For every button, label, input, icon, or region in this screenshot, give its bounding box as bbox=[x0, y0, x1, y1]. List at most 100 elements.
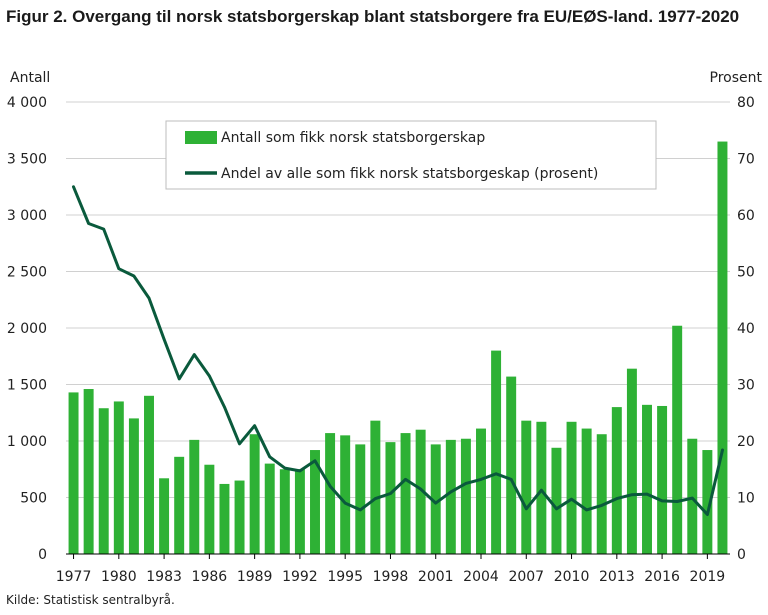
line-point-1982 bbox=[147, 296, 151, 300]
line-point-1981 bbox=[132, 274, 136, 278]
line-point-2015 bbox=[645, 492, 649, 496]
bar-1991 bbox=[279, 469, 290, 554]
line-point-1996 bbox=[359, 508, 362, 512]
y-right-tick-label: 40 bbox=[737, 321, 755, 337]
bar-1978 bbox=[83, 389, 94, 554]
bar-2004 bbox=[476, 428, 486, 554]
y-right-tick-label: 50 bbox=[737, 265, 755, 281]
x-tick-label: 1992 bbox=[282, 569, 318, 585]
bar-2009 bbox=[551, 447, 562, 554]
y-left-tick-label: 0 bbox=[38, 547, 47, 563]
y-right-tick-label: 20 bbox=[737, 434, 755, 450]
line-point-1994 bbox=[328, 485, 332, 488]
y-left-tick-label: 3 500 bbox=[7, 152, 47, 168]
line-point-1993 bbox=[313, 459, 317, 462]
x-tick-label: 1986 bbox=[192, 569, 228, 585]
line-series bbox=[72, 185, 724, 516]
bar-series bbox=[68, 141, 728, 555]
y-left-tick-label: 500 bbox=[20, 491, 47, 507]
y-right-tick-label: 0 bbox=[737, 547, 746, 563]
x-tick-label: 2007 bbox=[508, 569, 544, 585]
bar-2002 bbox=[445, 439, 456, 554]
line-point-1998 bbox=[389, 492, 392, 495]
bar-2008 bbox=[536, 421, 547, 554]
line-point-1985 bbox=[193, 353, 196, 356]
y-left-tick-label: 1 000 bbox=[7, 434, 47, 450]
bar-2016 bbox=[657, 405, 668, 554]
bar-1992 bbox=[294, 469, 305, 554]
line-point-1991 bbox=[283, 466, 287, 470]
line-point-1983 bbox=[162, 338, 166, 341]
legend: Antall som fikk norsk statsborgerskap An… bbox=[165, 120, 657, 190]
bar-2017 bbox=[672, 325, 683, 554]
x-tick-label: 1983 bbox=[146, 569, 182, 585]
line-point-1977 bbox=[72, 185, 75, 188]
line-point-2012 bbox=[600, 504, 603, 507]
line-point-2009 bbox=[555, 507, 558, 510]
line-point-2016 bbox=[660, 499, 664, 503]
line-point-1988 bbox=[238, 442, 241, 446]
legend-bar-swatch bbox=[185, 131, 217, 144]
line-point-1992 bbox=[298, 469, 302, 473]
y-left-tick-label: 4 000 bbox=[7, 95, 47, 111]
x-tick-label: 2001 bbox=[418, 569, 454, 585]
line-point-2006 bbox=[509, 478, 513, 481]
bar-1990 bbox=[264, 463, 275, 554]
bar-1984 bbox=[174, 456, 185, 554]
line-point-1986 bbox=[208, 374, 211, 378]
line-point-1987 bbox=[223, 405, 226, 409]
line-point-1990 bbox=[268, 455, 271, 459]
line-point-2003 bbox=[464, 482, 468, 485]
line-point-2014 bbox=[630, 493, 634, 496]
x-tick-label: 2004 bbox=[463, 569, 499, 585]
line-point-2019 bbox=[706, 513, 709, 516]
bar-2007 bbox=[521, 420, 532, 554]
bar-1998 bbox=[385, 442, 396, 554]
bar-2015 bbox=[642, 404, 652, 554]
line-point-1999 bbox=[404, 478, 407, 481]
bar-2013 bbox=[611, 407, 622, 554]
y-left-axis-label: Antall bbox=[10, 70, 50, 86]
bar-1988 bbox=[234, 480, 245, 554]
line-point-1995 bbox=[343, 501, 347, 505]
bar-2012 bbox=[596, 434, 607, 554]
bar-2014 bbox=[626, 368, 637, 554]
line-point-1978 bbox=[87, 222, 90, 225]
line-point-2017 bbox=[675, 500, 679, 503]
y-left-tick-label: 2 000 bbox=[7, 321, 47, 337]
bar-1989 bbox=[249, 434, 260, 554]
y-right-tick-label: 80 bbox=[737, 95, 755, 111]
line-point-1997 bbox=[374, 497, 377, 500]
bar-1982 bbox=[144, 395, 154, 554]
y-right-tick-label: 70 bbox=[737, 152, 755, 168]
bar-1993 bbox=[310, 450, 320, 554]
y-left-tick-label: 2 500 bbox=[7, 265, 47, 281]
bar-2010 bbox=[566, 421, 577, 554]
y-right-tick-label: 10 bbox=[737, 491, 755, 507]
line-point-2000 bbox=[419, 487, 422, 491]
line-point-1980 bbox=[117, 267, 121, 270]
line-point-2020 bbox=[721, 448, 724, 452]
line-point-2007 bbox=[525, 507, 528, 510]
bar-2000 bbox=[415, 429, 426, 554]
bar-1981 bbox=[128, 418, 139, 554]
line-point-2002 bbox=[449, 490, 453, 494]
bar-1977 bbox=[68, 392, 79, 554]
bar-1994 bbox=[325, 433, 336, 554]
line-point-1984 bbox=[177, 377, 181, 381]
line-point-2001 bbox=[434, 501, 437, 505]
bar-1997 bbox=[370, 420, 381, 554]
axes: 0 0 500 10 1 000 20 1 500 30 2 000 40 2 500 50 3 000… bbox=[7, 95, 755, 585]
x-tick-label: 2010 bbox=[554, 569, 590, 585]
line-point-2013 bbox=[615, 497, 619, 500]
line-point-1989 bbox=[253, 424, 256, 427]
bar-1996 bbox=[355, 444, 366, 554]
x-tick-label: 2013 bbox=[599, 569, 635, 585]
bar-2005 bbox=[491, 350, 502, 554]
bar-2020 bbox=[717, 141, 728, 555]
y-left-tick-label: 1 500 bbox=[7, 378, 47, 394]
bar-1983 bbox=[159, 478, 170, 554]
share-line bbox=[72, 185, 724, 516]
x-tick-label: 2016 bbox=[644, 569, 680, 585]
